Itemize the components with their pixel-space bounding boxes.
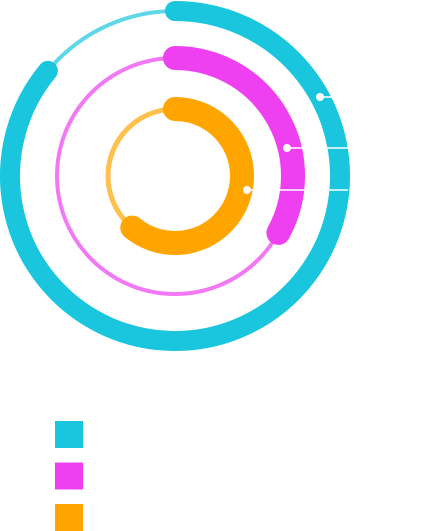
- leader-dot: [243, 186, 251, 194]
- leader-dot: [283, 144, 291, 152]
- legend-swatch: [55, 504, 83, 531]
- legend-swatch: [55, 462, 83, 490]
- leader-dot: [316, 93, 324, 101]
- ring-bar: [163, 46, 305, 245]
- legend-swatch: [55, 421, 83, 448]
- ring-bar: [0, 1, 350, 351]
- ring-bar: [120, 97, 254, 255]
